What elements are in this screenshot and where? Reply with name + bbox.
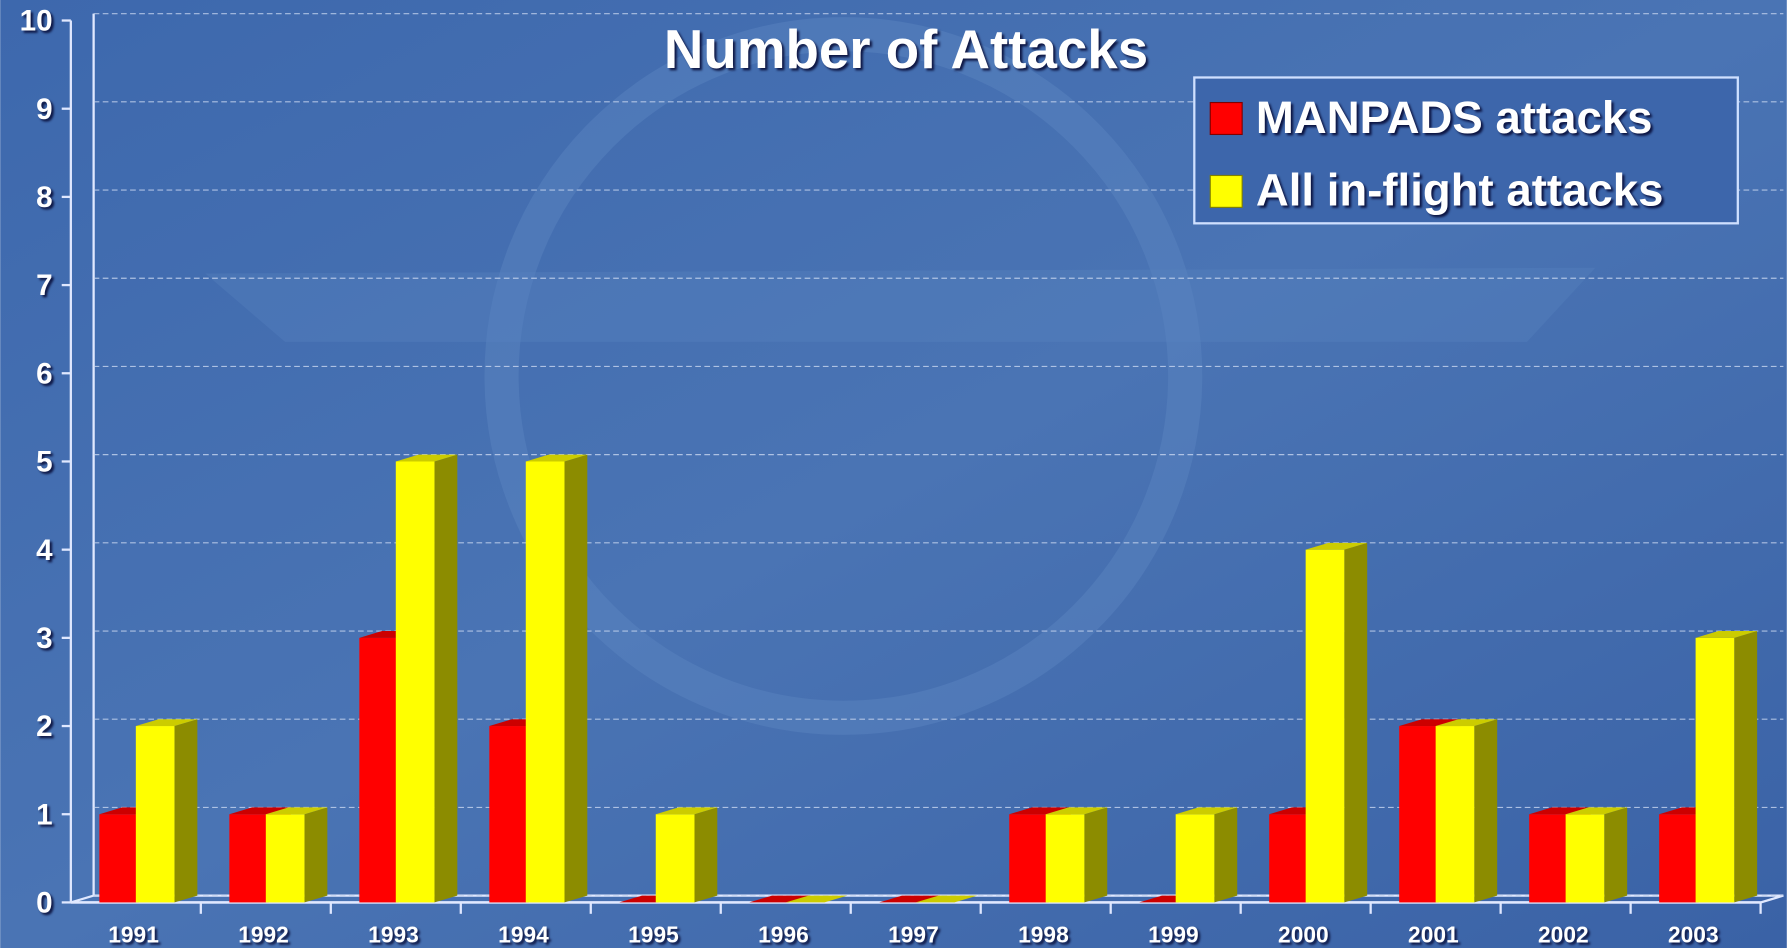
legend-swatch xyxy=(1210,175,1242,207)
bar xyxy=(359,638,398,903)
bar xyxy=(1566,814,1605,902)
bar xyxy=(1269,814,1308,902)
bar-side xyxy=(1734,631,1757,902)
bar xyxy=(1306,550,1345,903)
x-tick-label: 2001 xyxy=(1408,922,1459,948)
bar xyxy=(136,726,175,902)
bar-side xyxy=(175,719,198,902)
bar-side xyxy=(1344,543,1367,903)
y-tick-label: 10 xyxy=(20,5,53,38)
y-tick-label: 8 xyxy=(36,181,52,214)
bar xyxy=(656,814,695,902)
bar-side xyxy=(1604,807,1627,902)
bar-side xyxy=(305,807,328,902)
y-tick-label: 2 xyxy=(36,710,52,743)
bar xyxy=(1399,726,1438,902)
x-tick-label: 1996 xyxy=(758,922,809,948)
chart: 0 1 2 3 4 5 6 7 8 9 10 1991 1992 1993 1994 1995 1996 1997… xyxy=(0,0,1787,948)
legend-label: All in-flight attacks xyxy=(1256,165,1664,216)
bar-side xyxy=(1214,807,1237,902)
x-tick-label: 1995 xyxy=(628,922,679,948)
y-tick-label: 6 xyxy=(36,357,52,390)
y-tick-label: 9 xyxy=(36,93,52,126)
bar xyxy=(396,461,435,902)
bar-side xyxy=(1084,807,1107,902)
bar-side xyxy=(565,455,588,903)
x-tick-label: 1991 xyxy=(108,922,159,948)
bar-side xyxy=(435,455,458,903)
chart-title: Number of Attacks xyxy=(664,18,1148,80)
y-tick-label: 5 xyxy=(36,446,52,479)
y-tick-label: 7 xyxy=(36,269,52,302)
watermark-wing xyxy=(205,268,1595,342)
x-tick-label: 1994 xyxy=(498,922,549,948)
legend-label: MANPADS attacks xyxy=(1256,92,1653,143)
x-tick-label: 1997 xyxy=(888,922,939,948)
bar xyxy=(1659,814,1698,902)
x-tick-label: 2002 xyxy=(1538,922,1589,948)
bar xyxy=(1176,814,1215,902)
bar xyxy=(99,814,138,902)
bar xyxy=(526,461,565,902)
bar-side xyxy=(694,807,717,902)
x-tick-label: 1993 xyxy=(368,922,419,948)
bar xyxy=(229,814,268,902)
y-tick-label: 3 xyxy=(36,622,52,655)
legend: MANPADS attacks All in-flight attacks xyxy=(1194,77,1738,223)
x-tick-label: 1998 xyxy=(1018,922,1069,948)
x-tick-label: 2000 xyxy=(1278,922,1329,948)
x-tick-label: 1992 xyxy=(238,922,289,948)
bar xyxy=(1009,814,1048,902)
page: {"chart_data": {"type": "bar", "title": … xyxy=(0,0,1787,948)
bar xyxy=(489,726,528,902)
bar-side xyxy=(1474,719,1497,902)
y-tick-label: 0 xyxy=(36,887,52,920)
x-tick-label: 1999 xyxy=(1148,922,1199,948)
bar xyxy=(1436,726,1475,902)
bar xyxy=(1696,638,1735,903)
legend-swatch xyxy=(1210,103,1242,135)
bar xyxy=(1046,814,1085,902)
y-tick-label: 4 xyxy=(36,534,53,567)
bar xyxy=(1529,814,1568,902)
bar xyxy=(266,814,305,902)
x-tick-label: 2003 xyxy=(1668,922,1719,948)
y-tick-label: 1 xyxy=(36,798,52,831)
